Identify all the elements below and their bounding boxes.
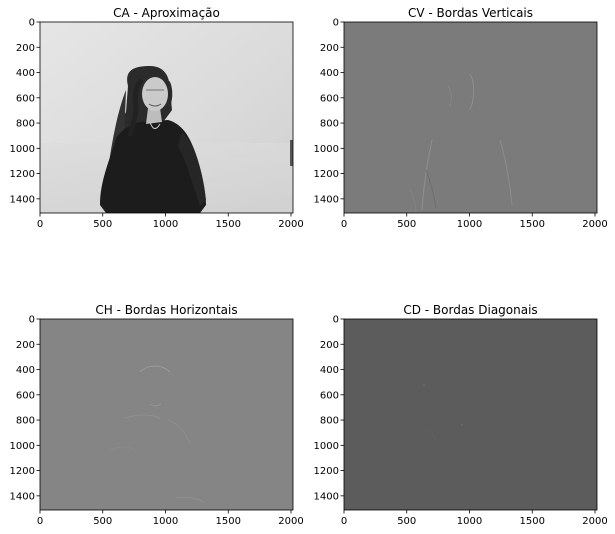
panel-cv-ytick-label: 200: [320, 43, 339, 54]
panel-ca-ticks: 0 500 1000 1500 2000 0 200 400 600 800 1000 1200 140…: [10, 18, 304, 231]
panel-cv-image: [344, 22, 597, 213]
panel-cv-ytick-label: 1200: [314, 169, 339, 180]
panel-cd-xtick-label: 0: [341, 516, 347, 527]
panel-ca-xtick-label: 1000: [153, 219, 178, 230]
panel-cd-xtick-label: 1000: [457, 516, 482, 527]
panel-ch-ytick-label: 400: [16, 365, 35, 376]
panel-cd-title: CD - Bordas Diagonais: [403, 303, 537, 317]
panel-cd-ytick-label: 1000: [314, 441, 339, 452]
panel-ca: CA - Aproximação 0 500 1000 1500 2000 0: [10, 6, 304, 230]
panel-cd-ytick-label: 1400: [314, 491, 339, 502]
panel-ca-xtick-label: 2000: [278, 219, 303, 230]
panel-ca-ytick-label: 800: [16, 119, 35, 130]
panel-cv-xtick-label: 1000: [457, 219, 482, 230]
panel-ca-ytick-label: 200: [16, 43, 35, 54]
panel-ch-xtick-label: 500: [93, 516, 112, 527]
panel-cv-xtick-label: 0: [341, 219, 347, 230]
panel-ca-xtick-label: 1500: [216, 219, 241, 230]
panel-ca-ytick-label: 1400: [10, 194, 35, 205]
panel-ca-ytick-label: 600: [16, 93, 35, 104]
panel-cv-ytick-label: 800: [320, 119, 339, 130]
panel-ca-ytick-label: 1200: [10, 169, 35, 180]
panel-cv-ticks: 0 500 1000 1500 2000 0 200 400 600 800 1000 1200 140…: [314, 18, 608, 231]
panel-ca-xtick-label: 500: [93, 219, 112, 230]
panel-cd-image: [344, 319, 597, 510]
panel-cv-ytick-label: 0: [333, 18, 339, 29]
panel-ch-ytick-label: 1000: [10, 441, 35, 452]
panel-cd-ticks: 0 500 1000 1500 2000 0 200 400 600 800 1000 1200 140…: [314, 315, 608, 528]
panel-cv-xtick-label: 500: [397, 219, 416, 230]
panel-cd-ytick-label: 200: [320, 340, 339, 351]
panel-cd-xtick-label: 1500: [520, 516, 545, 527]
panel-ch-xtick-label: 2000: [278, 516, 303, 527]
panel-ch-ytick-label: 0: [29, 315, 35, 326]
panel-ch-xtick-label: 1500: [216, 516, 241, 527]
panel-cv-ytick-label: 1000: [314, 144, 339, 155]
panel-cd-ytick-label: 1200: [314, 466, 339, 477]
panel-ch-xtick-label: 0: [37, 516, 43, 527]
panel-ch-ytick-label: 600: [16, 390, 35, 401]
panel-cv-xtick-label: 1500: [520, 219, 545, 230]
panel-cv-ytick-label: 400: [320, 68, 339, 79]
panel-cv: CV - Bordas Verticais 0 500 1000 1500 2000 0 2…: [314, 6, 608, 230]
panel-cv-ytick-label: 600: [320, 93, 339, 104]
panel-ch-title: CH - Bordas Horizontais: [95, 303, 237, 317]
panel-ch-ytick-label: 1400: [10, 491, 35, 502]
panel-ca-ytick-label: 400: [16, 68, 35, 79]
panel-ch-ytick-label: 200: [16, 340, 35, 351]
panel-ch-ticks: 0 500 1000 1500 2000 0 200 400 600 800 1000 1200 140…: [10, 315, 304, 528]
panel-ch-xtick-label: 1000: [153, 516, 178, 527]
panel-cd-ytick-label: 0: [333, 315, 339, 326]
panel-cv-xtick-label: 2000: [582, 219, 607, 230]
panel-cd-ytick-label: 600: [320, 390, 339, 401]
panel-cd-ytick-label: 800: [320, 416, 339, 427]
panel-ch: CH - Bordas Horizontais 0 500 1000 1500 2000…: [10, 303, 304, 527]
panel-cd: CD - Bordas Diagonais 0 500 1000 1500 2000 0 2…: [314, 303, 608, 527]
panel-cv-ytick-label: 1400: [314, 194, 339, 205]
panel-ca-image: [40, 22, 293, 213]
panel-ca-xtick-label: 0: [37, 219, 43, 230]
panel-ca-title: CA - Aproximação: [113, 6, 220, 20]
panel-cv-title: CV - Bordas Verticais: [408, 6, 533, 20]
panel-ca-ytick-label: 1000: [10, 144, 35, 155]
panel-ch-ytick-label: 800: [16, 416, 35, 427]
panel-cd-ytick-label: 400: [320, 365, 339, 376]
panel-ch-ytick-label: 1200: [10, 466, 35, 477]
panel-ca-ytick-label: 0: [29, 18, 35, 29]
panel-cd-xtick-label: 500: [397, 516, 416, 527]
panel-ch-image: [40, 319, 293, 510]
panel-cd-xtick-label: 2000: [582, 516, 607, 527]
